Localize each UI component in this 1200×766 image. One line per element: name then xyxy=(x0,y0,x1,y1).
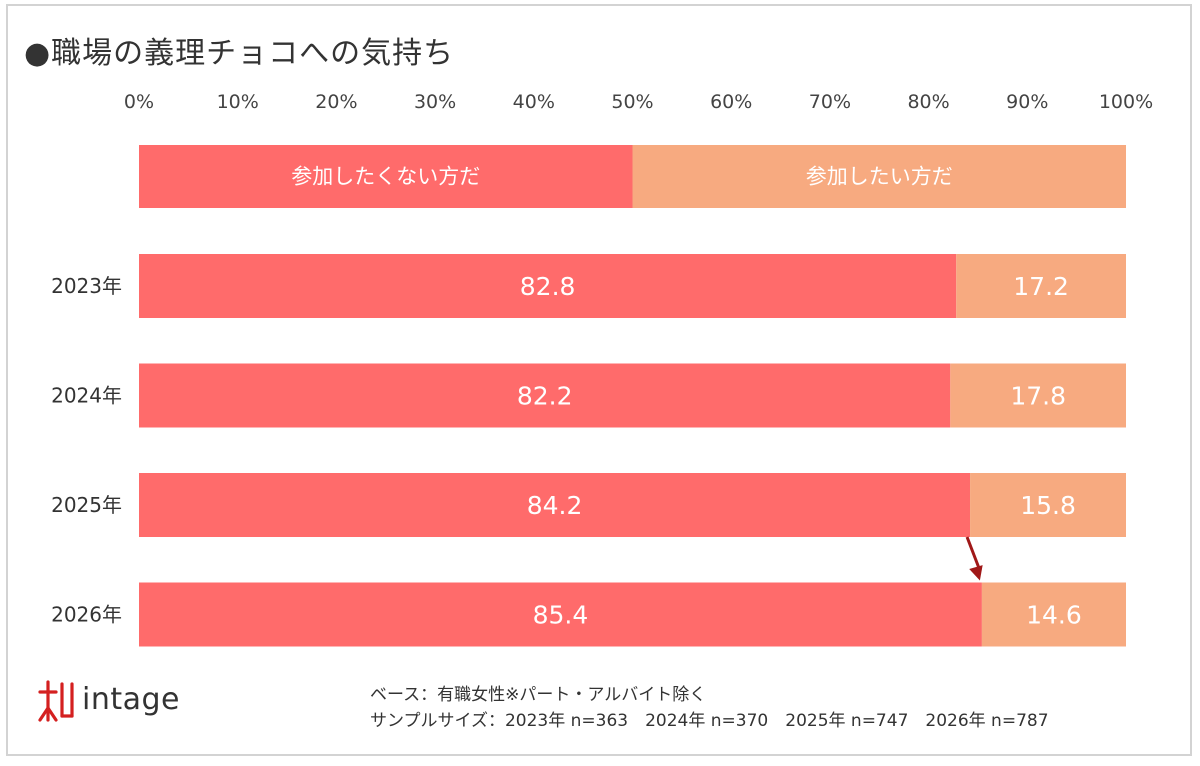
category-label: 2024年 xyxy=(51,384,122,408)
data-label: 14.6 xyxy=(1026,601,1082,630)
bar-segment xyxy=(981,582,1126,647)
category-label: 2026年 xyxy=(51,603,122,627)
legend-swatch xyxy=(632,145,1126,208)
legend-swatch xyxy=(139,145,633,208)
intage-logo: intage xyxy=(36,678,196,728)
bar-segment xyxy=(139,254,957,318)
x-tick-label: 10% xyxy=(217,91,259,113)
chart-title: ●職場の義理チョコへの気持ち xyxy=(24,36,455,71)
logo-text: intage xyxy=(82,682,180,717)
x-tick-label: 100% xyxy=(1099,91,1153,113)
data-label: 82.8 xyxy=(520,272,576,301)
x-tick-label: 20% xyxy=(315,91,357,113)
intage-logo-mark xyxy=(38,680,74,722)
data-label: 82.2 xyxy=(517,382,573,411)
data-label: 17.8 xyxy=(1010,382,1066,411)
x-tick-label: 60% xyxy=(710,91,752,113)
x-tick-label: 70% xyxy=(809,91,851,113)
sample-size-note: サンプルサイズ：2023年 n=363 2024年 n=370 2025年 n=… xyxy=(370,711,1049,731)
data-label: 17.2 xyxy=(1013,272,1069,301)
base-note: ベース：有職女性※パート・アルバイト除く xyxy=(370,685,707,705)
category-label: 2025年 xyxy=(51,493,122,517)
data-label: 85.4 xyxy=(533,601,589,630)
x-tick-label: 80% xyxy=(907,91,949,113)
bar-segment xyxy=(139,582,982,647)
arrow-shaft xyxy=(965,536,982,572)
data-label: 15.8 xyxy=(1020,491,1076,520)
category-label: 2023年 xyxy=(51,274,122,298)
bar-segment xyxy=(956,254,1126,318)
legend-label: 参加したくない方だ xyxy=(291,165,480,189)
legend-label: 参加したい方だ xyxy=(806,165,953,189)
x-tick-label: 0% xyxy=(124,91,154,113)
bar-segment xyxy=(139,363,951,428)
x-tick-label: 90% xyxy=(1006,91,1048,113)
x-tick-label: 50% xyxy=(611,91,653,113)
x-tick-label: 30% xyxy=(414,91,456,113)
bar-segment xyxy=(950,363,1126,428)
arrow-head xyxy=(969,565,983,581)
data-label: 84.2 xyxy=(527,491,583,520)
bar-segment xyxy=(139,473,971,537)
x-tick-label: 40% xyxy=(513,91,555,113)
bar-segment xyxy=(970,473,1126,537)
